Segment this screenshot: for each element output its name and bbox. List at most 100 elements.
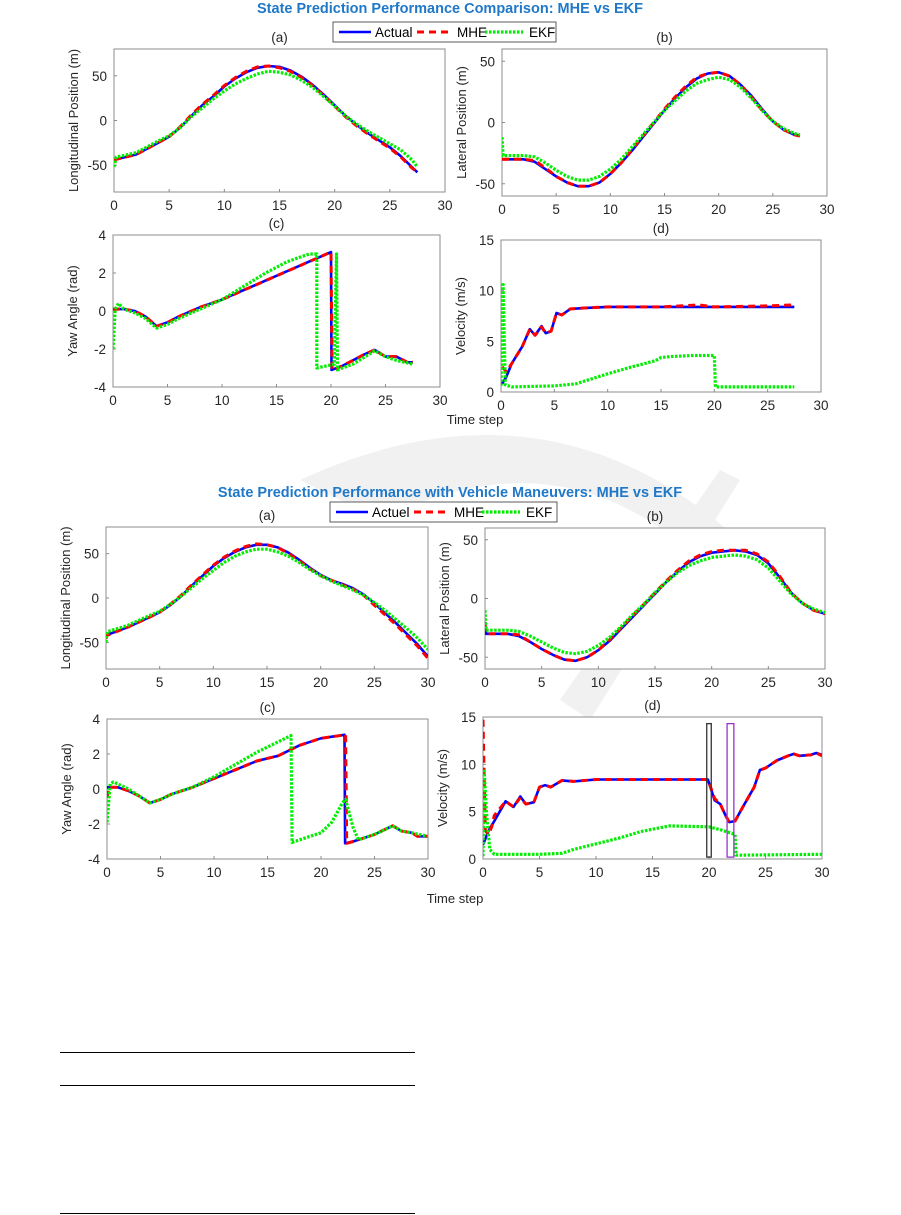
panel-title: (b) — [647, 509, 664, 524]
x-tick-label: 25 — [760, 398, 775, 413]
y-axis-label: Velocity (m/s) — [435, 749, 450, 827]
x-tick-label: 5 — [551, 398, 559, 413]
y-axis-label: Yaw Angle (rad) — [65, 265, 80, 357]
x-tick-label: 0 — [481, 675, 489, 690]
figure-title: State Prediction Performance Comparison:… — [257, 1, 643, 17]
axes-box — [482, 716, 823, 860]
x-tick-label: 15 — [657, 202, 672, 217]
panel-title: (b) — [656, 30, 673, 45]
x-axis-label: Time step — [447, 412, 504, 427]
axes-box — [106, 718, 429, 860]
table-rule-top — [60, 1052, 415, 1053]
y-tick-label: 0 — [98, 304, 106, 319]
x-axis-label: Time step — [427, 891, 484, 906]
x-tick-label: 10 — [588, 865, 603, 880]
y-tick-label: 10 — [479, 284, 494, 299]
x-tick-label: 15 — [653, 398, 668, 413]
x-tick-label: 5 — [157, 865, 165, 880]
y-tick-label: -50 — [79, 635, 99, 650]
y-tick-label: 0 — [468, 852, 476, 867]
y-axis-label: Lateral Position (m) — [454, 66, 469, 179]
axes-box — [113, 48, 446, 193]
x-tick-label: 0 — [110, 198, 118, 213]
y-tick-label: 15 — [479, 233, 494, 248]
y-tick-label: 2 — [98, 266, 106, 281]
y-tick-label: 50 — [463, 533, 478, 548]
x-tick-label: 10 — [591, 675, 606, 690]
x-tick-label: 30 — [814, 865, 829, 880]
x-tick-label: 20 — [313, 865, 328, 880]
x-tick-label: 0 — [498, 202, 506, 217]
panel-c: 0 5 10 15 20 25 30 -4 -2 0 2 4 (c) Yaw Angle (rad) — [59, 700, 436, 880]
y-tick-label: 0 — [92, 782, 100, 797]
axes-box — [484, 527, 826, 670]
y-tick-label: 4 — [98, 228, 106, 243]
series-line-mhe — [114, 64, 419, 174]
y-axis-label: Longitudinal Position (m) — [58, 526, 73, 669]
x-tick-label: 30 — [432, 393, 447, 408]
axes-box — [112, 234, 441, 388]
legend-label-actual: Actuel — [372, 505, 410, 520]
panel-title: (a) — [259, 508, 276, 523]
panel-a: 0 5 10 15 20 25 30 -50 0 50 (a) Longitudinal Positi… — [66, 30, 453, 213]
table-rule-bottom — [60, 1213, 415, 1214]
x-tick-label: 25 — [758, 865, 773, 880]
series-line-mhe — [502, 70, 801, 188]
x-tick-label: 20 — [704, 675, 719, 690]
y-axis-label: Velocity (m/s) — [453, 277, 468, 355]
highlight-rectangle — [726, 722, 735, 858]
y-tick-label: -2 — [94, 342, 106, 357]
y-axis-label: Longitudinal Position (m) — [66, 49, 81, 192]
table-rule-header — [60, 1085, 415, 1086]
legend-label-mhe: MHE — [454, 505, 484, 520]
panel-title: (a) — [271, 30, 288, 45]
x-tick-label: 25 — [761, 675, 776, 690]
panel-d: 0 5 10 15 20 25 30 0 5 10 15 (d) Velocity (m/s) — [435, 698, 830, 880]
x-tick-label: 20 — [707, 398, 722, 413]
x-tick-label: 25 — [367, 865, 382, 880]
y-tick-label: 2 — [92, 747, 100, 762]
series-line-mhe — [483, 719, 822, 836]
highlight-rectangle — [706, 722, 712, 858]
legend-label-actual: Actual — [375, 25, 413, 40]
series-line-ekf — [485, 553, 825, 656]
x-tick-label: 30 — [817, 675, 832, 690]
series-line-ekf — [113, 252, 414, 372]
x-tick-label: 5 — [156, 675, 164, 690]
x-tick-label: 20 — [711, 202, 726, 217]
y-tick-label: 0 — [487, 116, 495, 131]
series-line-mhe — [501, 303, 795, 374]
y-tick-label: -50 — [475, 177, 495, 192]
watermark-swoosh — [300, 435, 760, 720]
x-tick-label: 30 — [420, 865, 435, 880]
y-tick-label: -50 — [458, 650, 478, 665]
y-tick-label: 0 — [99, 114, 107, 129]
x-tick-label: 10 — [217, 198, 232, 213]
x-tick-label: 10 — [206, 865, 221, 880]
x-tick-label: 25 — [367, 675, 382, 690]
x-tick-label: 5 — [165, 198, 173, 213]
y-tick-label: 0 — [470, 592, 478, 607]
x-tick-label: 10 — [603, 202, 618, 217]
x-tick-label: 25 — [765, 202, 780, 217]
y-tick-label: 0 — [486, 385, 494, 400]
y-tick-label: 15 — [461, 710, 476, 725]
x-tick-label: 10 — [206, 675, 221, 690]
axes-box — [500, 239, 822, 393]
x-tick-label: 5 — [552, 202, 560, 217]
panel-c: 0 5 10 15 20 25 30 -4 -2 0 2 4 (c) Yaw Angle (rad) — [65, 216, 448, 408]
x-tick-label: 0 — [109, 393, 117, 408]
x-tick-label: 20 — [313, 675, 328, 690]
x-tick-label: 0 — [103, 865, 111, 880]
x-tick-label: 0 — [102, 675, 110, 690]
y-tick-label: -2 — [88, 817, 100, 832]
x-tick-label: 25 — [382, 198, 397, 213]
series-line-ekf — [502, 75, 801, 182]
series-line-ekf — [501, 283, 795, 389]
x-tick-label: 15 — [272, 198, 287, 213]
y-tick-label: 5 — [468, 805, 476, 820]
x-tick-label: 15 — [259, 675, 274, 690]
legend: Actuel MHE EKF — [329, 501, 558, 523]
